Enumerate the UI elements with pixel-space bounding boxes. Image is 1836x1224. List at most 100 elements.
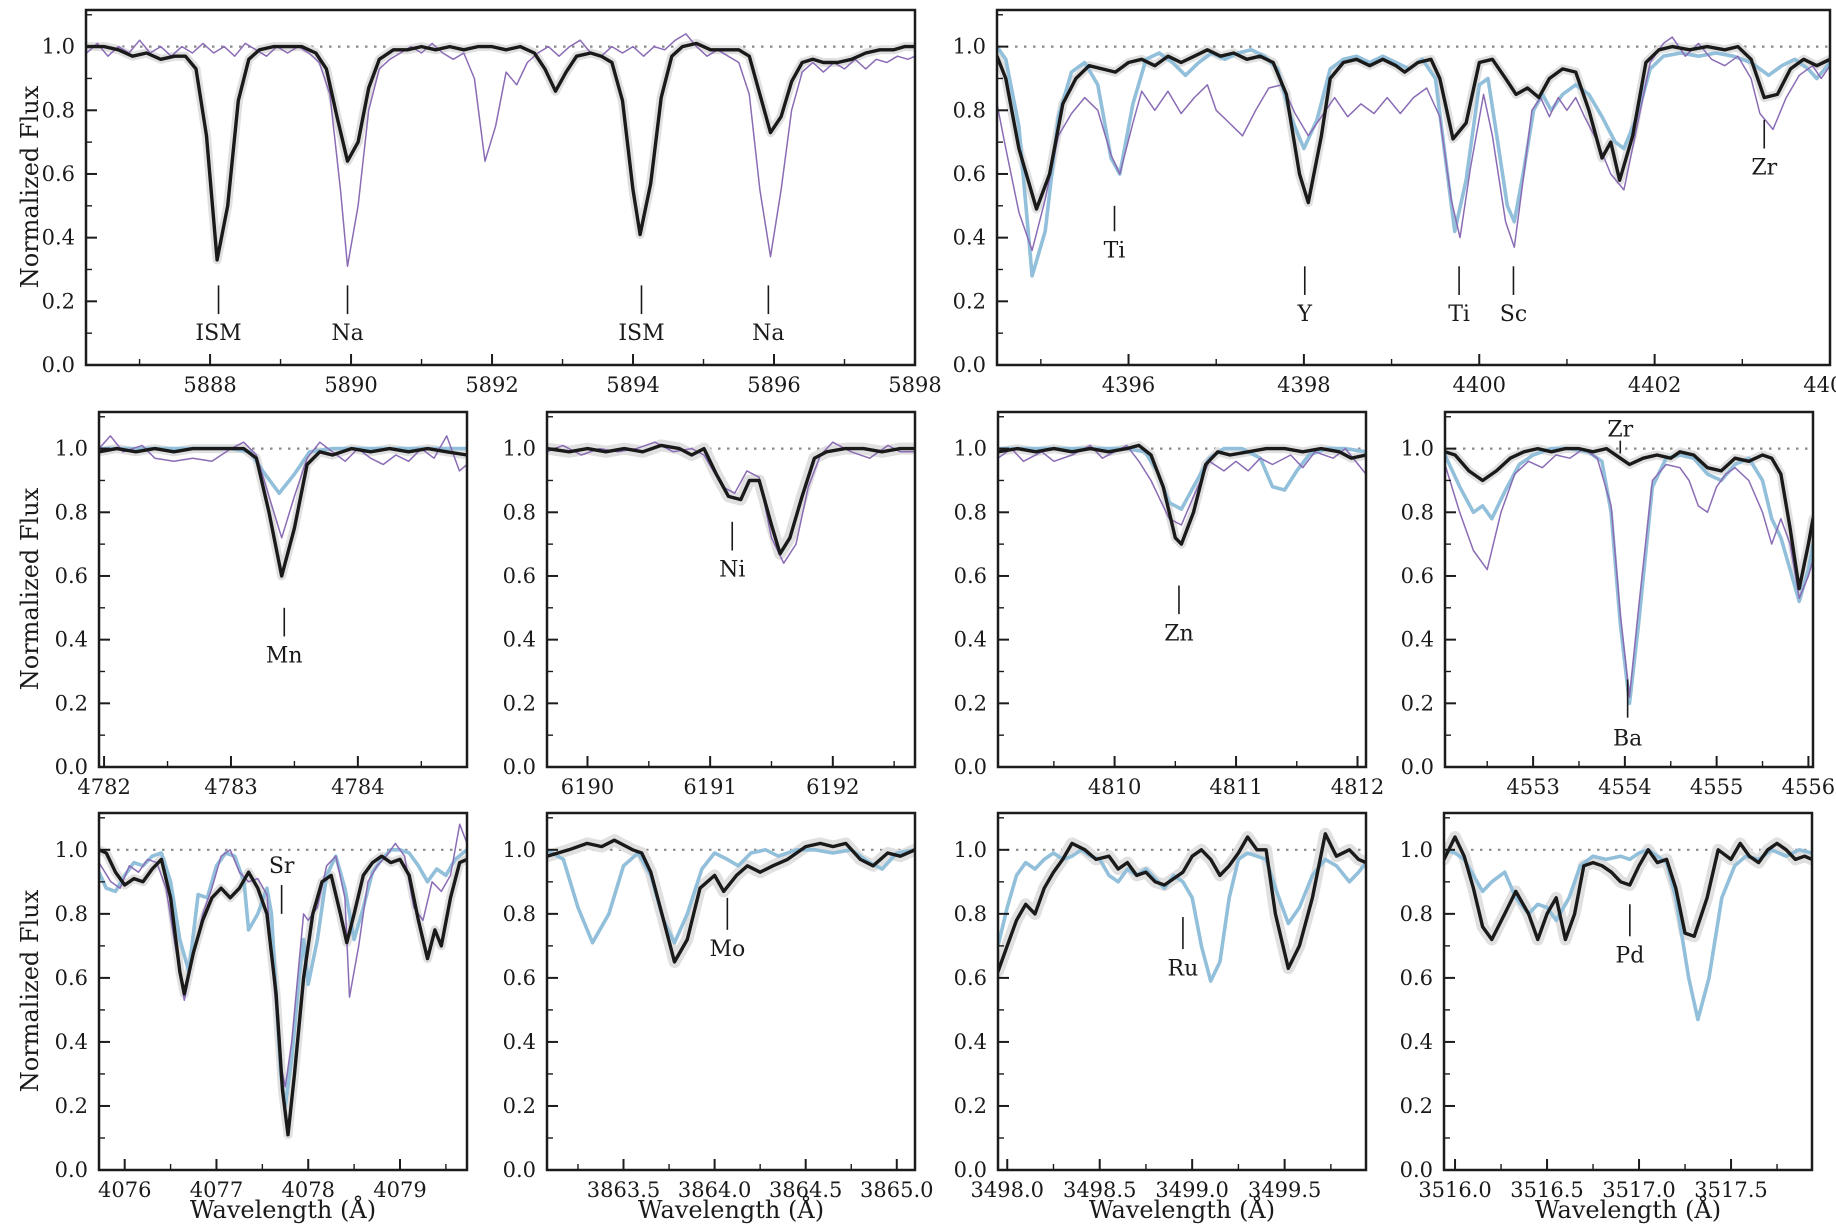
x-tick-label: 5896: [747, 373, 800, 397]
series-spectrum-black: [997, 443, 1367, 546]
y-tick-label: 1.0: [954, 437, 987, 461]
element-label-Na: Na: [752, 321, 784, 346]
y-tick-label: 0.4: [1401, 628, 1434, 652]
y-tick-label: 1.0: [503, 437, 536, 461]
y-tick-label: 0.2: [953, 289, 986, 313]
y-tick-label: 0.6: [503, 564, 536, 588]
y-tick-label: 0.2: [1400, 1094, 1433, 1118]
y-tick-label: 0.6: [55, 564, 88, 588]
y-tick-label: 0.6: [954, 564, 987, 588]
x-tick-label: 4811: [1209, 775, 1262, 799]
x-axis-title-sr: Wavelength (Å): [189, 1196, 377, 1224]
panel-mn: 4782 4783 4784 0.0 0.2 0.4 0.6 0.8 1.0 Mn: [55, 410, 469, 799]
panel-frame: [996, 811, 1368, 1172]
y-tick-label: 1.0: [1401, 437, 1434, 461]
y-tick-label: 0.4: [55, 628, 88, 652]
error-band: [546, 439, 916, 560]
series-spectrum-black: [85, 41, 916, 262]
panel-frame: [1443, 410, 1815, 769]
x-tick-label: 5892: [465, 373, 518, 397]
y-tick-label: 0.0: [55, 755, 88, 779]
series-comparison-purple: [85, 33, 916, 268]
panel-frame: [996, 410, 1368, 769]
x-tick-label: 4812: [1331, 775, 1384, 799]
x-tick-label: 3517.0: [1602, 1178, 1675, 1202]
y-tick-label: 1.0: [954, 838, 987, 862]
y-tick-label: 0.8: [1400, 902, 1433, 926]
x-tick-label: 4076: [98, 1178, 151, 1202]
element-label-Ru: Ru: [1168, 956, 1199, 981]
series-spectrum-black: [996, 44, 1831, 211]
y-tick-label: 0.2: [42, 289, 75, 313]
y-tick-label: 0.2: [55, 1094, 88, 1118]
element-label-ISM: ISM: [195, 321, 241, 346]
x-tick-label: 4784: [331, 775, 384, 799]
x-tick-label: 4078: [282, 1178, 335, 1202]
series-spectrum-black: [98, 446, 468, 578]
y-tick-label: 0.8: [503, 902, 536, 926]
y-tick-label: 0.0: [1401, 755, 1434, 779]
error-band: [98, 444, 468, 581]
y-tick-label: 0.0: [55, 1158, 88, 1182]
panel-frame: [97, 811, 469, 1172]
x-tick-label: 4782: [77, 775, 130, 799]
x-tick-label: 6190: [561, 775, 614, 799]
x-tick-label: 4400: [1453, 373, 1506, 397]
y-tick-label: 0.6: [503, 966, 536, 990]
series-comparison-purple: [996, 36, 1831, 252]
y-tick-label: 0.8: [55, 902, 88, 926]
series-spectrum-black: [1444, 446, 1814, 591]
y-tick-label: 0.8: [503, 500, 536, 524]
x-tick-label: 3864.5: [769, 1178, 842, 1202]
y-tick-label: 0.6: [1401, 564, 1434, 588]
series-spectrum-lightblue: [996, 44, 1831, 278]
y-tick-label: 0.0: [954, 1158, 987, 1182]
series-spectrum-lightblue: [997, 847, 1367, 983]
panel-frame: [995, 8, 1832, 367]
panel-zn: 4810 4811 4812 0.0 0.2 0.4 0.6 0.8 1.0 Zn: [954, 410, 1384, 799]
series-spectrum-black: [98, 848, 468, 1137]
y-tick-label: 0.0: [1400, 1158, 1433, 1182]
element-label-Pd: Pd: [1615, 943, 1644, 968]
panel-mo: 3863.5 3864.0 3864.5 3865.0 0.0 0.2 0.4 0.6 0.8 1…: [503, 811, 934, 1202]
y-tick-label: 0.2: [503, 691, 536, 715]
element-label-ISM: ISM: [618, 321, 664, 346]
x-tick-label: 3517.5: [1694, 1178, 1767, 1202]
element-label-Zr: Zr: [1607, 418, 1633, 443]
x-tick-label: 6192: [806, 775, 859, 799]
error-band: [996, 42, 1831, 214]
x-tick-label: 5894: [606, 373, 659, 397]
y-tick-label: 0.8: [954, 500, 987, 524]
x-tick-label: 4810: [1088, 775, 1141, 799]
y-tick-label: 0.2: [954, 691, 987, 715]
panel-sr: 4076 4077 4078 4079 0.0 0.2 0.4 0.6 0.8 1.0 Sr: [55, 811, 469, 1202]
panel-pd: 3516.0 3516.5 3517.0 3517.5 0.0 0.2 0.4 0.6 0.8 1…: [1400, 811, 1814, 1202]
element-label-Zr: Zr: [1751, 156, 1777, 181]
y-tick-label: 0.4: [953, 226, 986, 250]
x-tick-label: 4554: [1598, 775, 1651, 799]
y-axis-title-row3: Normalized Flux: [16, 889, 44, 1093]
y-tick-label: 0.4: [954, 628, 987, 652]
y-tick-label: 0.6: [42, 162, 75, 186]
element-label-Zn: Zn: [1164, 621, 1193, 646]
y-tick-label: 0.0: [42, 353, 75, 377]
panel-na-d: 5888 5890 5892 5894 5896 5898 0.0 0.2 0.4 0.6 0.8 1…: [42, 8, 942, 397]
x-tick-label: 3498.5: [1063, 1178, 1136, 1202]
x-tick-label: 5890: [324, 373, 377, 397]
y-tick-label: 0.4: [503, 628, 536, 652]
y-tick-label: 0.8: [953, 98, 986, 122]
x-tick-label: 3499.0: [1155, 1178, 1228, 1202]
x-tick-label: 5898: [888, 373, 941, 397]
x-tick-label: 6191: [683, 775, 736, 799]
y-tick-label: 1.0: [55, 437, 88, 461]
y-tick-label: 0.8: [55, 500, 88, 524]
y-tick-label: 1.0: [55, 838, 88, 862]
element-label-Sr: Sr: [269, 854, 295, 879]
series-comparison-purple: [546, 441, 916, 564]
panel-frame: [545, 410, 917, 769]
x-tick-label: 3865.0: [860, 1178, 933, 1202]
x-tick-label: 4079: [373, 1178, 426, 1202]
x-axis-title-pd: Wavelength (Å): [1534, 1196, 1722, 1224]
y-tick-label: 0.0: [954, 755, 987, 779]
